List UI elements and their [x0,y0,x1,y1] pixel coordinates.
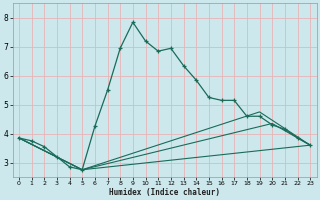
X-axis label: Humidex (Indice chaleur): Humidex (Indice chaleur) [109,188,220,197]
